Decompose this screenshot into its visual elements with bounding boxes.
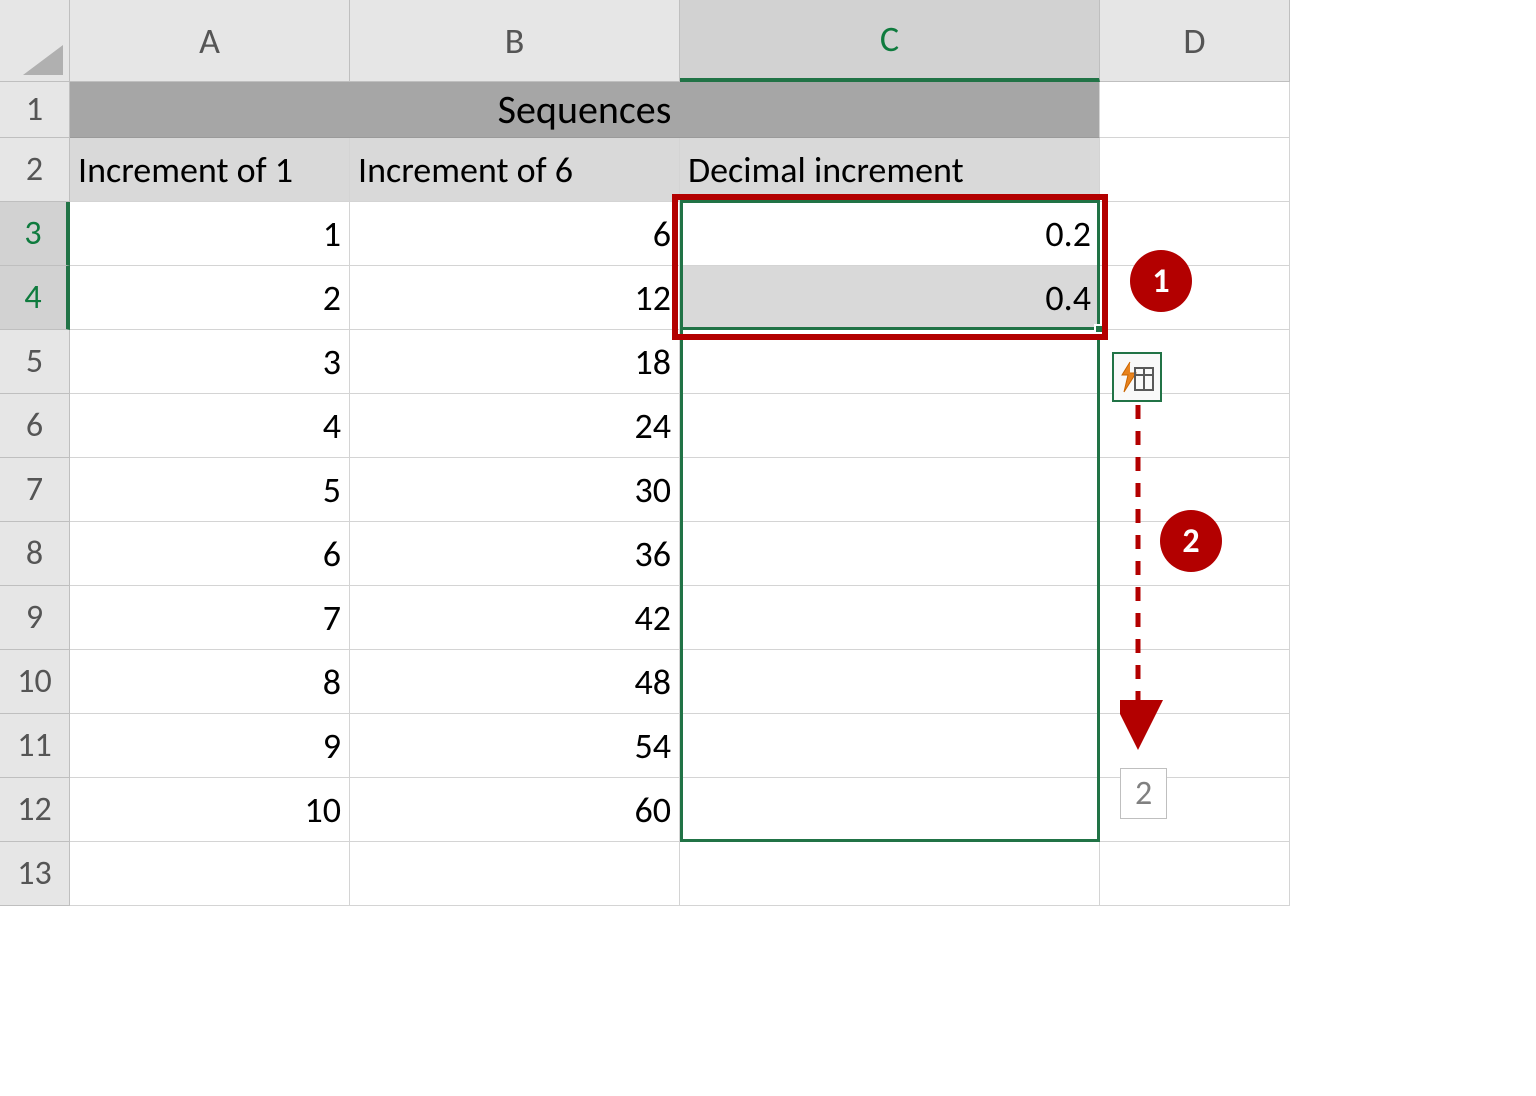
cell-c8[interactable] — [680, 522, 1100, 586]
cell-d3[interactable] — [1100, 202, 1290, 266]
drag-value-tooltip: 2 — [1120, 768, 1167, 819]
cell-c6[interactable] — [680, 394, 1100, 458]
cell-a8[interactable]: 6 — [70, 522, 350, 586]
cell-d1[interactable] — [1100, 82, 1290, 138]
cell-c3[interactable]: 0.2 — [680, 202, 1100, 266]
cell-a10[interactable]: 8 — [70, 650, 350, 714]
row-header-7[interactable]: 7 — [0, 458, 70, 522]
cell-a3[interactable]: 1 — [70, 202, 350, 266]
row-header-12[interactable]: 12 — [0, 778, 70, 842]
row-header-4[interactable]: 4 — [0, 266, 70, 330]
cell-a11[interactable]: 9 — [70, 714, 350, 778]
row-header-5[interactable]: 5 — [0, 330, 70, 394]
cell-a9[interactable]: 7 — [70, 586, 350, 650]
row-header-9[interactable]: 9 — [0, 586, 70, 650]
cell-d9[interactable] — [1100, 586, 1290, 650]
cell-b5[interactable]: 18 — [350, 330, 680, 394]
cell-d10[interactable] — [1100, 650, 1290, 714]
row-header-3[interactable]: 3 — [0, 202, 70, 266]
row-header-2[interactable]: 2 — [0, 138, 70, 202]
fill-handle[interactable] — [1094, 324, 1104, 334]
cell-b4[interactable]: 12 — [350, 266, 680, 330]
cell-c11[interactable] — [680, 714, 1100, 778]
row-headers: 1 2 3 4 5 6 7 8 9 10 11 12 13 — [0, 82, 70, 906]
annotation-callout-2: 2 — [1160, 510, 1222, 572]
cell-b6[interactable]: 24 — [350, 394, 680, 458]
cell-c10[interactable] — [680, 650, 1100, 714]
row-header-11[interactable]: 11 — [0, 714, 70, 778]
cell-b12[interactable]: 60 — [350, 778, 680, 842]
quick-analysis-button[interactable] — [1112, 352, 1162, 402]
column-headers: A B C D — [70, 0, 1290, 82]
cell-b7[interactable]: 30 — [350, 458, 680, 522]
header-a[interactable]: Increment of 1 — [70, 138, 350, 202]
cell-d6[interactable] — [1100, 394, 1290, 458]
row-header-1[interactable]: 1 — [0, 82, 70, 138]
row-header-13[interactable]: 13 — [0, 842, 70, 906]
row-header-10[interactable]: 10 — [0, 650, 70, 714]
cell-d2[interactable] — [1100, 138, 1290, 202]
col-header-d[interactable]: D — [1100, 0, 1290, 82]
cell-a13[interactable] — [70, 842, 350, 906]
cell-b11[interactable]: 54 — [350, 714, 680, 778]
cell-d4[interactable] — [1100, 266, 1290, 330]
cell-c4[interactable]: 0.4 — [680, 266, 1100, 330]
cell-b3[interactable]: 6 — [350, 202, 680, 266]
cell-b13[interactable] — [350, 842, 680, 906]
cell-a7[interactable]: 5 — [70, 458, 350, 522]
cell-a4[interactable]: 2 — [70, 266, 350, 330]
col-header-b[interactable]: B — [350, 0, 680, 82]
cell-b9[interactable]: 42 — [350, 586, 680, 650]
merged-title-cell[interactable]: Sequences — [70, 82, 1100, 138]
cell-b10[interactable]: 48 — [350, 650, 680, 714]
col-header-a[interactable]: A — [70, 0, 350, 82]
cell-a5[interactable]: 3 — [70, 330, 350, 394]
cell-c5[interactable] — [680, 330, 1100, 394]
cell-c9[interactable] — [680, 586, 1100, 650]
cell-c13[interactable] — [680, 842, 1100, 906]
header-b[interactable]: Increment of 6 — [350, 138, 680, 202]
select-all-corner[interactable] — [0, 0, 70, 82]
cell-c12[interactable] — [680, 778, 1100, 842]
row-header-8[interactable]: 8 — [0, 522, 70, 586]
cell-a6[interactable]: 4 — [70, 394, 350, 458]
cell-grid: Sequences Increment of 1 Increment of 6 … — [70, 82, 1290, 906]
row-header-6[interactable]: 6 — [0, 394, 70, 458]
cell-c7[interactable] — [680, 458, 1100, 522]
annotation-callout-1: 1 — [1130, 250, 1192, 312]
header-c[interactable]: Decimal increment — [680, 138, 1100, 202]
col-header-c[interactable]: C — [680, 0, 1100, 82]
spreadsheet-viewport: A B C D 1 2 3 4 5 6 7 8 9 10 11 12 13 Se… — [0, 0, 1290, 930]
quick-analysis-icon — [1119, 359, 1155, 395]
cell-d13[interactable] — [1100, 842, 1290, 906]
cell-a12[interactable]: 10 — [70, 778, 350, 842]
cell-b8[interactable]: 36 — [350, 522, 680, 586]
